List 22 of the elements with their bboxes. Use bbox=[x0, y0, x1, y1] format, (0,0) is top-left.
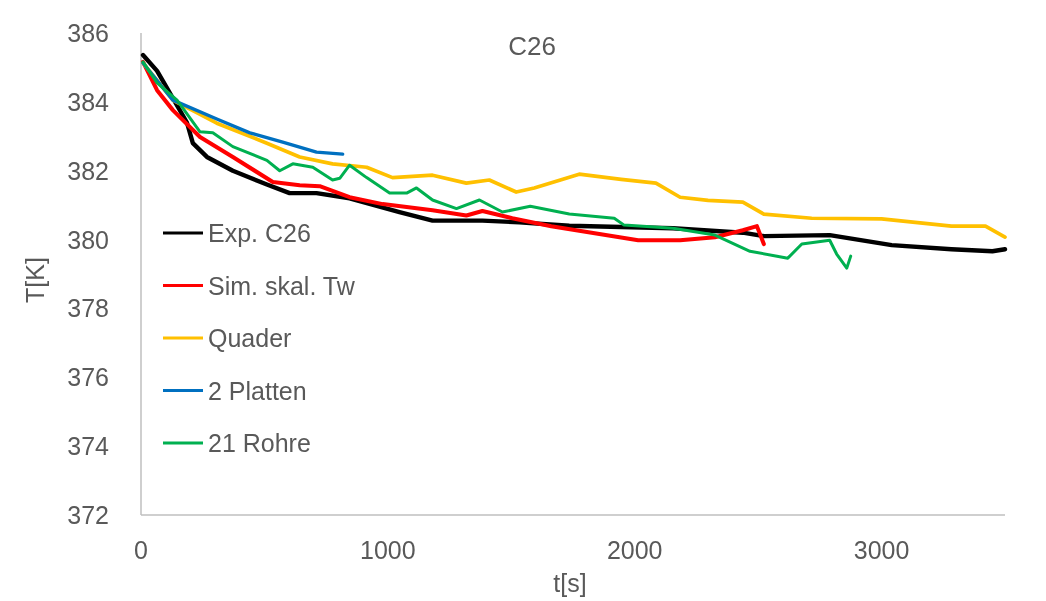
legend-label: Exp. C26 bbox=[208, 219, 311, 247]
y-tick-label: 384 bbox=[67, 87, 110, 116]
x-tick-label: 1000 bbox=[360, 536, 416, 564]
legend-label: Quader bbox=[208, 324, 292, 352]
y-tick-label: 372 bbox=[67, 501, 109, 529]
line-series bbox=[141, 60, 853, 270]
x-tick-label: 3000 bbox=[853, 536, 910, 564]
y-tick-label: 374 bbox=[67, 432, 110, 461]
legend-label: 21 Rohre bbox=[208, 429, 311, 457]
y-tick-label: 382 bbox=[67, 156, 109, 185]
legend-label: 2 Platten bbox=[208, 376, 307, 405]
chart-title: C26 bbox=[508, 31, 556, 61]
y-tick-label: 378 bbox=[67, 294, 109, 323]
y-tick-label: 380 bbox=[67, 225, 109, 254]
y-tick-label: 376 bbox=[67, 363, 109, 392]
line-series bbox=[140, 59, 766, 247]
legend-label: Sim. skal. Tw bbox=[208, 271, 356, 300]
x-tick-label: 2000 bbox=[606, 536, 663, 564]
y-tick-label: 386 bbox=[67, 19, 109, 47]
x-axis-title: t[s] bbox=[553, 569, 587, 597]
y-axis-title: T[K] bbox=[21, 257, 49, 303]
x-tick-label: 0 bbox=[134, 536, 148, 564]
